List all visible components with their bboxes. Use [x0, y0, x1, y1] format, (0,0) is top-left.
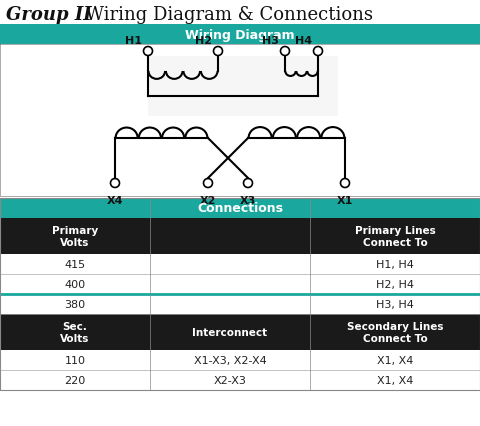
Text: 415: 415 [64, 259, 85, 269]
Text: Primary Lines
Connect To: Primary Lines Connect To [355, 226, 435, 247]
Text: X2-X3: X2-X3 [214, 375, 246, 385]
Text: H1, H4: H1, H4 [376, 259, 414, 269]
Bar [0, 350, 480, 370]
Bar [0, 45, 480, 196]
Bar [0, 219, 480, 254]
Text: X1, X4: X1, X4 [377, 375, 413, 385]
Text: H2: H2 [195, 36, 212, 46]
Bar [0, 294, 480, 314]
Bar [148, 57, 338, 117]
Text: Primary
Volts: Primary Volts [52, 226, 98, 247]
Text: X2: X2 [200, 196, 216, 205]
Text: X1, X4: X1, X4 [377, 355, 413, 365]
Text: H1: H1 [125, 36, 142, 46]
Text: Wiring Diagram: Wiring Diagram [185, 29, 295, 41]
Text: 400: 400 [64, 279, 85, 289]
Text: Sec.
Volts: Sec. Volts [60, 322, 90, 343]
Text: X4: X4 [107, 196, 123, 205]
Text: Group II: Group II [6, 6, 92, 24]
Text: X1-X3, X2-X4: X1-X3, X2-X4 [193, 355, 266, 365]
Text: H3: H3 [262, 36, 279, 46]
Text: H3, H4: H3, H4 [376, 299, 414, 309]
Text: 110: 110 [64, 355, 85, 365]
Bar [0, 254, 480, 274]
Bar [0, 25, 480, 45]
Text: Interconnect: Interconnect [192, 327, 267, 337]
Text: 220: 220 [64, 375, 85, 385]
Bar [0, 370, 480, 390]
Bar [0, 274, 480, 294]
Bar [0, 314, 480, 350]
Text: Secondary Lines
Connect To: Secondary Lines Connect To [347, 322, 443, 343]
Text: H2, H4: H2, H4 [376, 279, 414, 289]
Text: H4: H4 [295, 36, 312, 46]
Text: Wiring Diagram & Connections: Wiring Diagram & Connections [74, 6, 373, 24]
Text: X3: X3 [240, 196, 256, 205]
Bar [0, 199, 480, 219]
Text: X1: X1 [337, 196, 353, 205]
Text: Connections: Connections [197, 202, 283, 215]
Text: 380: 380 [64, 299, 85, 309]
